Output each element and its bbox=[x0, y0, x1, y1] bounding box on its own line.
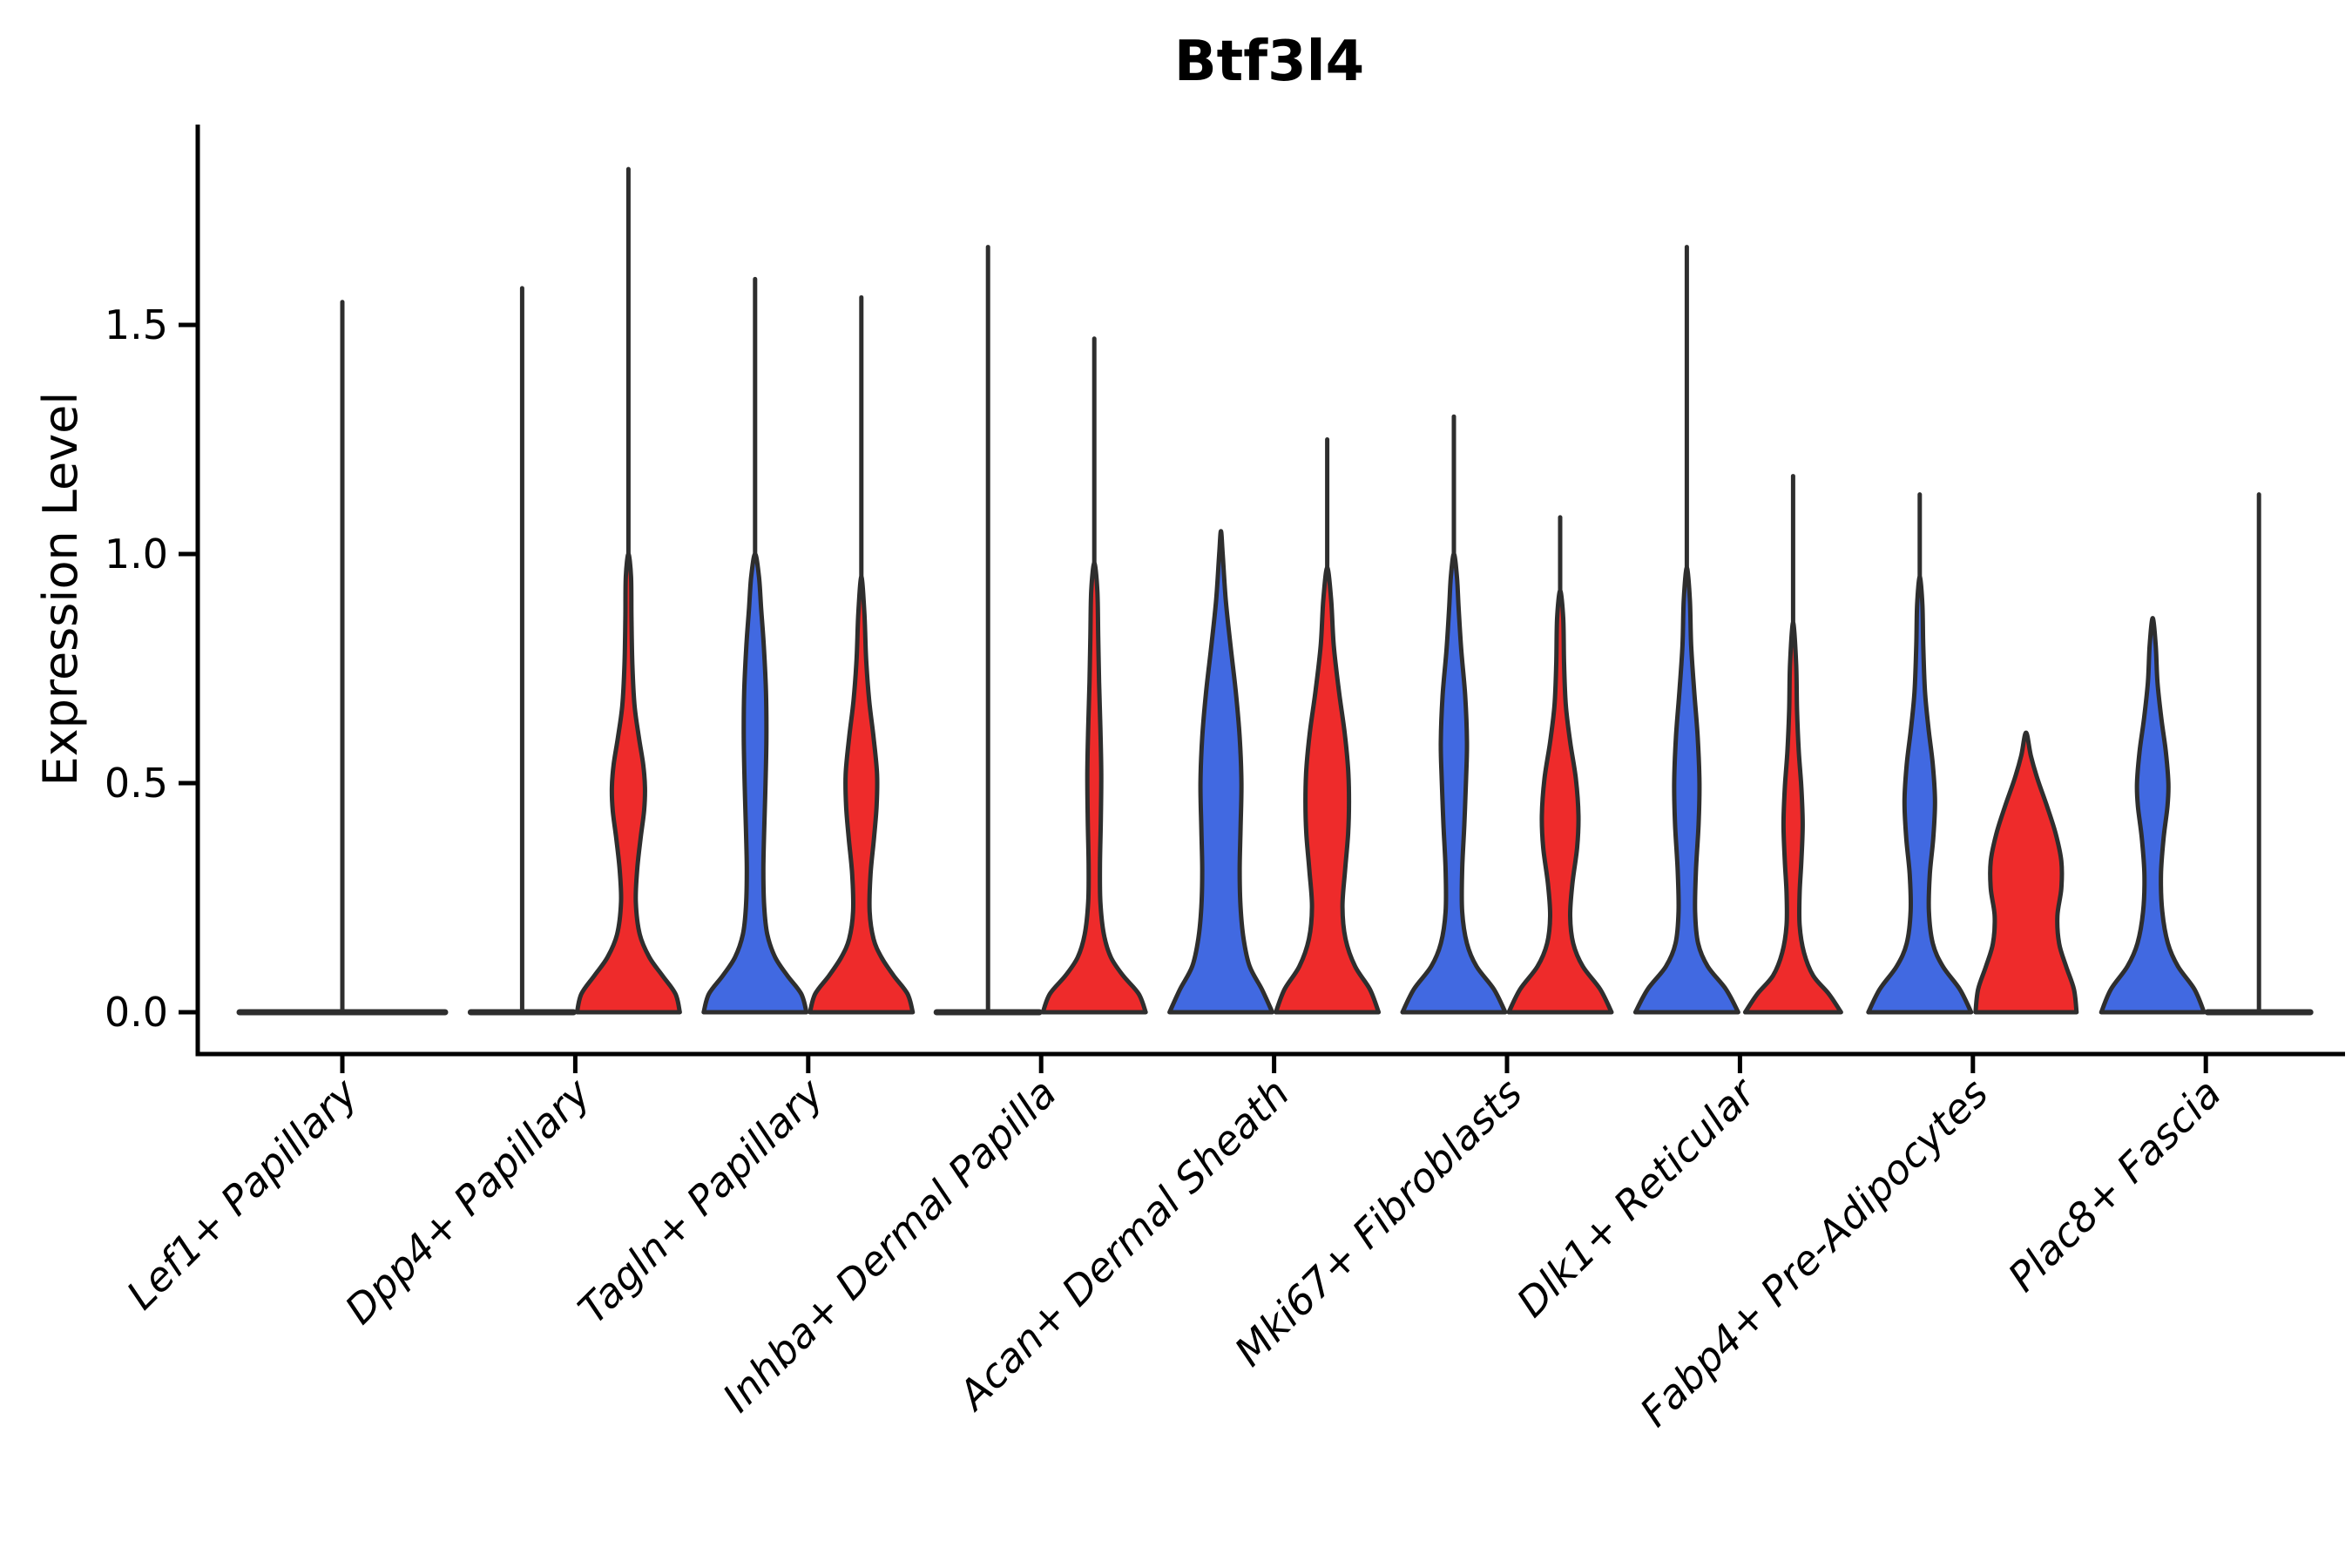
violin-body-mki67-red bbox=[1506, 588, 1614, 1015]
x-tick-label-dlk1: Dlk1+ Reticular bbox=[1508, 1067, 1767, 1326]
x-tick-label-dpp4: Dpp4+ Papillary bbox=[336, 1069, 600, 1333]
y-axis-label: Expression Level bbox=[33, 392, 88, 787]
violin-body-dlk1-blue bbox=[1632, 565, 1740, 1015]
violin-body-fabp4-blue bbox=[1866, 574, 1974, 1015]
x-tick-label-lef1: Lef1+ Papillary bbox=[118, 1069, 367, 1318]
y-tick-label: 1.5 bbox=[105, 301, 168, 348]
y-tick-label: 0.0 bbox=[105, 989, 168, 1036]
plot-title: Btf3l4 bbox=[1174, 30, 1364, 94]
y-tick-label: 0.5 bbox=[105, 760, 168, 807]
x-tick-label-tagln: Tagln+ Papillary bbox=[569, 1069, 833, 1333]
violin-body-acan-blue bbox=[1167, 529, 1275, 1015]
violin-body-tagln-blue bbox=[701, 551, 809, 1015]
violins-layer bbox=[236, 166, 2314, 1016]
violin-body-mki67-blue bbox=[1400, 551, 1508, 1015]
violin-body-dpp4-red bbox=[574, 551, 682, 1015]
y-tick-label: 1.0 bbox=[105, 531, 168, 578]
violin-body-tagln-red bbox=[808, 574, 916, 1015]
violin-body-plac8-blue bbox=[2099, 616, 2207, 1015]
violin-body-dlk1-red bbox=[1742, 620, 1843, 1015]
violin-body-acan-red bbox=[1274, 565, 1382, 1015]
violin-body-fabp4-red bbox=[1973, 730, 2079, 1015]
x-tick-label-plac8: Plac8+ Fascia bbox=[1999, 1070, 2230, 1301]
violin-body-inhba-red bbox=[1040, 561, 1148, 1015]
